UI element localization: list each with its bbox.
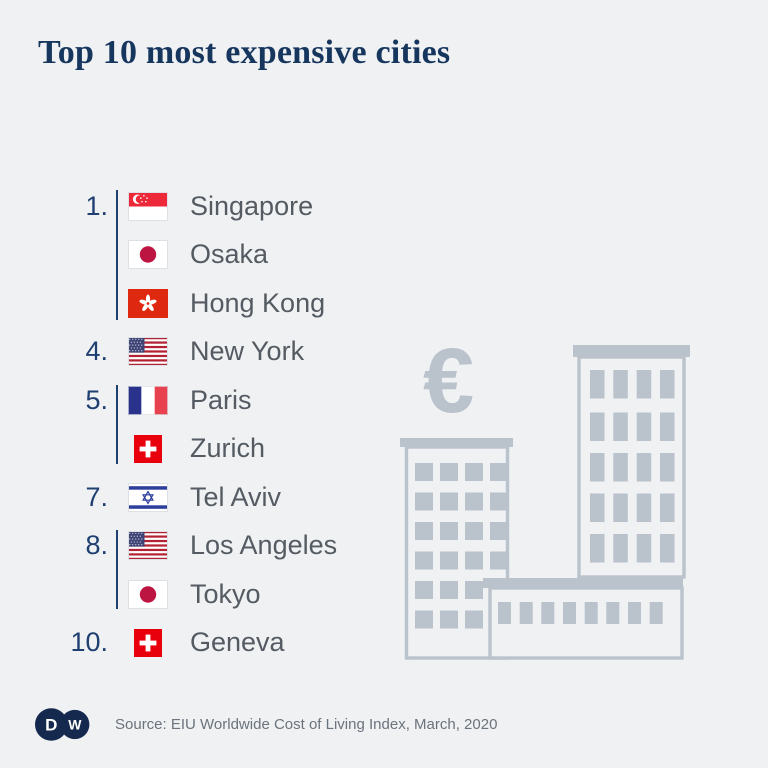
city-label: Los Angeles [190,530,338,561]
usa-flag-icon [128,531,168,561]
tie-line-rank-5 [116,385,118,464]
source-attribution: Source: EIU Worldwide Cost of Living Ind… [115,716,498,733]
city-label: Tokyo [190,578,261,609]
switzerland-flag-icon [128,628,168,657]
svg-text:W: W [68,717,82,733]
ranking-list: 1. Singapore Osaka Hong Kong 4. [0,182,337,667]
list-item: 7. Tel Aviv [0,473,337,522]
city-label: Geneva [190,627,285,658]
list-item: Tokyo [0,570,337,619]
rank-label: 7. [85,481,108,512]
list-item: Osaka [0,231,337,280]
city-label: Hong Kong [190,287,326,318]
city-label: Zurich [190,433,266,464]
usa-flag-icon [128,337,168,367]
list-item: 8. Los Angeles [0,522,337,571]
rank-label: 4. [85,336,108,367]
rank-label: 5. [85,384,108,415]
rank-label: 8. [85,530,108,561]
list-item: Hong Kong [0,279,337,328]
switzerland-flag-icon [128,434,168,463]
euro-icon: € [423,342,474,432]
list-item: 1. Singapore [0,182,337,231]
japan-flag-icon [128,240,168,270]
list-item: 10. Geneva [0,619,337,668]
tie-line-rank-1 [116,190,118,320]
city-label: Singapore [190,190,314,221]
office-buildings-illustration: € [398,330,698,667]
dw-logo: D W [35,708,91,746]
page-title: Top 10 most expensive cities [38,34,451,71]
france-flag-icon [128,385,168,415]
svg-text:D: D [45,716,57,735]
city-label: Paris [190,384,252,415]
singapore-flag-icon [128,191,168,221]
city-label: Osaka [190,239,269,270]
israel-flag-icon [128,482,168,512]
list-item: Zurich [0,425,337,474]
japan-flag-icon [128,579,168,609]
hong-kong-flag-icon [128,288,168,318]
city-label: Tel Aviv [190,481,282,512]
city-label: New York [190,336,305,367]
list-item: 5. Paris [0,376,337,425]
tie-line-rank-8 [116,530,118,609]
rank-label: 1. [85,190,108,221]
rank-label: 10. [70,627,108,658]
list-item: 4. New York [0,328,337,377]
